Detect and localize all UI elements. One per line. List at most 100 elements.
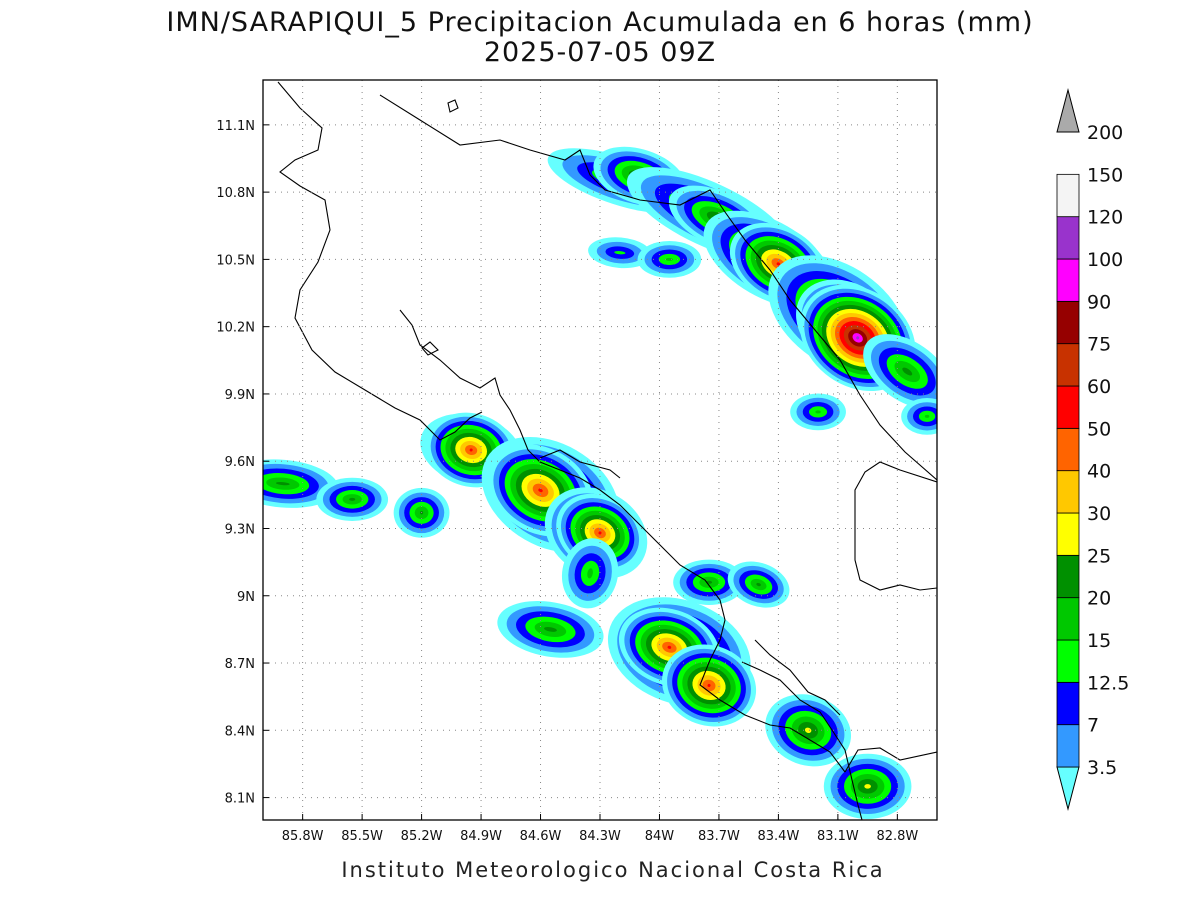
lon-tick-label: 85.8W [282,829,324,844]
lat-tick-label: 8.7N [225,657,255,672]
precip-cell [661,644,757,727]
legend-label: 50 [1087,418,1111,440]
precip-contour [856,336,860,340]
legend-label: 200 [1087,122,1123,144]
lon-tick-label: 84.3W [579,829,621,844]
lon-tick-label: 83.1W [817,829,859,844]
legend-label: 150 [1087,164,1123,186]
precip-contour [756,582,761,587]
lat-tick-label: 8.4N [225,724,255,739]
legend-swatch [1056,470,1080,514]
precip-contour [538,488,543,493]
precip-contour [598,531,602,535]
precip-cell [863,334,937,409]
coastline-nicaragua-pacific [277,81,483,441]
lat-tick-label: 10.5N [216,253,255,268]
legend-label: 25 [1087,545,1111,567]
legend-swatch [1056,258,1080,302]
legend-label: 120 [1087,207,1123,229]
precip-cell [727,561,790,608]
precip-contour [544,626,557,632]
legend-swatch [1056,427,1080,472]
lat-tick-label: 8.1N [225,792,255,807]
precip-contour [275,482,290,486]
legend-label: 40 [1087,461,1111,483]
island-nicoya-gulf [421,341,439,356]
precip-contour [804,727,812,734]
legend-label: 3.5 [1087,757,1117,779]
legend-label: 90 [1087,291,1111,313]
precip-cell [765,694,852,767]
precip-cell [497,601,604,658]
legend-label: 60 [1087,376,1111,398]
lon-tick-label: 85.5W [341,829,383,844]
lon-tick-label: 84.6W [520,829,562,844]
lat-tick-label: 10.2N [216,321,255,336]
lon-tick-label: 82.8W [876,829,918,844]
chart-subtitle: 2025-07-05 09Z [484,37,716,68]
precip-cell [588,237,652,269]
coastline-borders [277,81,937,820]
legend-swatch [1056,385,1080,429]
lat-tick-label: 9.6N [225,455,255,470]
map-frame [262,79,938,821]
latitude-tick-labels: 11.1N 10.8N 10.5N 10.2N 9.9N 9.6N 9.3N 9N 8.7N 8.… [216,119,255,807]
precip-contour [864,784,871,789]
precip-contour [707,683,711,687]
precip-cell [263,459,339,508]
precip-cell [790,393,846,431]
coastline-caribbean [379,94,937,481]
precip-contour [902,367,913,376]
precip-contour [776,262,781,266]
lat-tick-label: 9N [237,590,255,605]
precip-contour [469,448,473,452]
precip-cell [823,753,912,820]
precip-contour [667,645,672,649]
legend-swatch [1056,216,1080,260]
precip-contour [349,497,356,501]
lat-tick-label: 11.1N [216,119,255,134]
credit-text: Instituto Meteorologico Nacional Costa R… [341,858,884,882]
chart-title: IMN/SARAPIQUI_5 Precipitacion Acumulada … [166,7,1033,38]
island-ometepe [447,99,459,113]
legend-swatch [1056,512,1080,556]
lon-tick-label: 84.9W [460,829,502,844]
precip-contour [614,250,626,255]
precip-contour [924,414,930,418]
lat-tick-label: 10.8N [216,186,255,201]
coastline-panama [854,461,937,591]
legend-label: 75 [1087,334,1111,356]
lon-tick-label: 85.2W [401,829,443,844]
coastline-panama-pacific [844,747,937,773]
coastline-nicoya [399,309,846,773]
graticule-grid [263,80,937,820]
precip-cell [637,240,702,278]
precip-cell [901,397,937,435]
border-nicaragua-costa-rica [539,449,621,479]
precip-cell [561,538,619,609]
legend-swatch [1056,639,1080,683]
legend-label: 12.5 [1087,672,1129,694]
legend-swatch [1056,681,1080,726]
lat-tick-label: 9.9N [225,388,255,403]
legend-swatch [1056,597,1080,641]
legend-label: 15 [1087,630,1111,652]
legend-label: 100 [1087,249,1123,271]
precip-contour [587,568,593,579]
legend-arrow-low [1056,766,1080,811]
legend-swatch [1056,343,1080,387]
legend-label: 7 [1087,715,1099,737]
precipitation-field [263,146,937,820]
lat-tick-label: 9.3N [225,522,255,537]
lon-tick-label: 83.4W [758,829,800,844]
border-costa-rica-panama [741,661,863,820]
legend-arrow-high [1056,88,1080,133]
precip-cell [316,477,389,521]
legend-swatch [1056,173,1080,218]
legend-swatch [1056,300,1080,345]
legend-label: 30 [1087,503,1111,525]
legend-swatch [1056,554,1080,599]
precip-contour [665,257,674,261]
